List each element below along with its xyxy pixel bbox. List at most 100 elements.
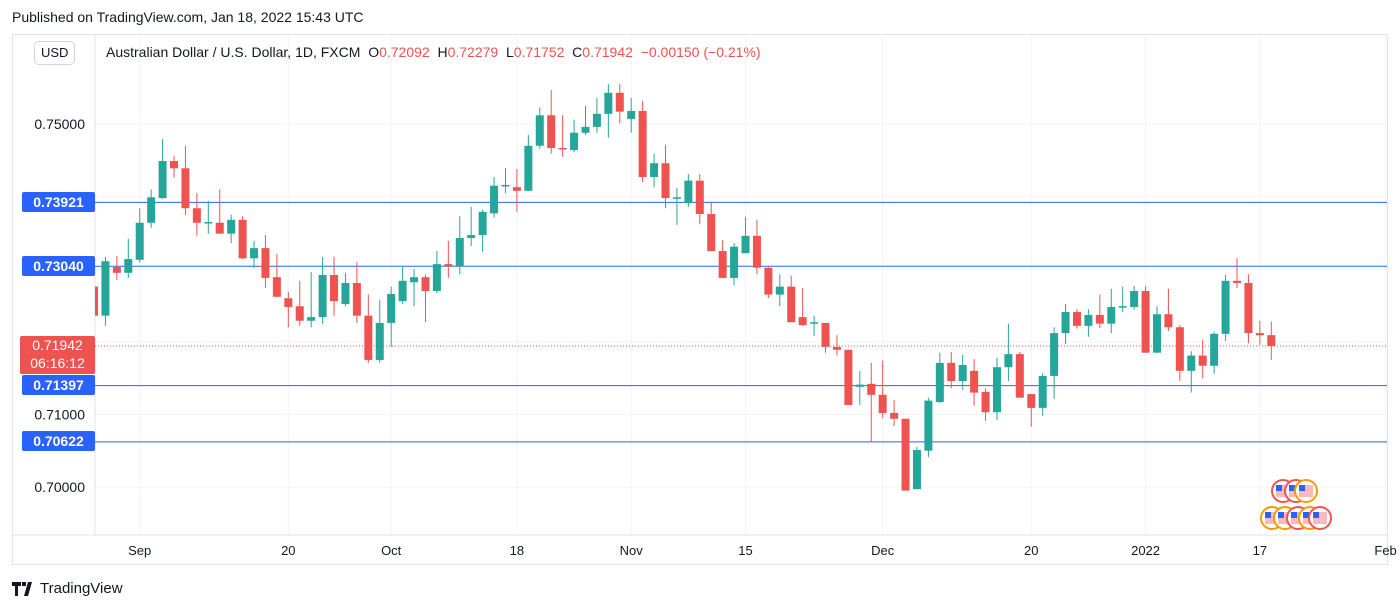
candle-body[interactable] <box>1061 312 1070 334</box>
candle-body[interactable] <box>1015 354 1024 398</box>
candle-body[interactable] <box>147 197 156 223</box>
candle-body[interactable] <box>90 286 98 316</box>
candle-body[interactable] <box>730 246 739 278</box>
candle-body[interactable] <box>615 92 624 112</box>
candle-body[interactable] <box>592 113 601 127</box>
candle-body[interactable] <box>1038 375 1047 408</box>
candle-body[interactable] <box>935 362 944 403</box>
candle-body[interactable] <box>684 180 693 204</box>
candle-body[interactable] <box>512 187 521 191</box>
candle-body[interactable] <box>901 418 910 491</box>
candle-body[interactable] <box>1233 280 1241 283</box>
candle-body[interactable] <box>501 184 510 187</box>
candle-body[interactable] <box>364 315 373 360</box>
candle-body[interactable] <box>330 275 339 302</box>
candle-body[interactable] <box>1141 290 1150 353</box>
candle-body[interactable] <box>455 237 464 267</box>
candle-body[interactable] <box>1027 394 1036 408</box>
candle-body[interactable] <box>524 145 533 191</box>
candle-body[interactable] <box>947 362 956 382</box>
candle-body[interactable] <box>1130 290 1139 307</box>
candle-body[interactable] <box>787 286 796 323</box>
candle-body[interactable] <box>410 277 419 283</box>
candle-body[interactable] <box>490 185 499 214</box>
candle-body[interactable] <box>341 282 350 305</box>
candle-body[interactable] <box>1187 355 1196 371</box>
candle-body[interactable] <box>352 282 361 316</box>
candle-body[interactable] <box>1267 335 1276 347</box>
candle-body[interactable] <box>604 92 613 114</box>
candle-body[interactable] <box>307 317 316 321</box>
candle-body[interactable] <box>421 277 430 291</box>
candle-body[interactable] <box>867 383 876 395</box>
candle-body[interactable] <box>855 384 864 387</box>
candle-body[interactable] <box>741 235 750 254</box>
candle-body[interactable] <box>970 370 979 393</box>
candle-body[interactable] <box>1152 314 1161 353</box>
candle-body[interactable] <box>387 293 396 323</box>
candle-body[interactable] <box>638 110 647 177</box>
candle-body[interactable] <box>558 147 567 150</box>
candle-body[interactable] <box>695 180 704 215</box>
candle-body[interactable] <box>1084 314 1093 326</box>
candle-body[interactable] <box>570 132 579 151</box>
candle-body[interactable] <box>981 391 990 413</box>
candle-body[interactable] <box>581 126 590 133</box>
candle-body[interactable] <box>798 317 807 326</box>
footer-logo[interactable]: TradingView <box>12 580 123 597</box>
candle-body[interactable] <box>432 264 441 291</box>
candle-body[interactable] <box>284 298 293 307</box>
candle-body[interactable] <box>204 222 213 224</box>
candle-body[interactable] <box>650 163 659 177</box>
candle-body[interactable] <box>1118 306 1127 308</box>
candle-body[interactable] <box>661 163 670 199</box>
candle-body[interactable] <box>764 267 773 295</box>
candle-body[interactable] <box>215 222 224 234</box>
candle-body[interactable] <box>844 349 853 405</box>
candle-body[interactable] <box>752 235 761 268</box>
candle-body[interactable] <box>1198 355 1207 366</box>
candle-body[interactable] <box>878 394 887 413</box>
candle-body[interactable] <box>627 110 636 119</box>
candle-body[interactable] <box>192 208 201 223</box>
candle-body[interactable] <box>1164 314 1173 328</box>
candle-body[interactable] <box>810 322 819 324</box>
candle-body[interactable] <box>101 261 110 316</box>
candle-body[interactable] <box>158 161 167 199</box>
candle-body[interactable] <box>1244 282 1253 334</box>
candle-body[interactable] <box>272 277 281 297</box>
candle-body[interactable] <box>992 367 1001 413</box>
candle-body[interactable] <box>181 168 190 209</box>
candle-body[interactable] <box>261 248 270 278</box>
candle-body[interactable] <box>912 449 921 490</box>
candle-body[interactable] <box>375 322 384 360</box>
candle-body[interactable] <box>924 400 933 451</box>
candle-body[interactable] <box>295 306 304 321</box>
candle-body[interactable] <box>718 251 727 278</box>
candle-body[interactable] <box>821 322 830 347</box>
candle-body[interactable] <box>124 259 133 273</box>
candle-body[interactable] <box>1095 314 1104 324</box>
candle-body[interactable] <box>890 412 899 419</box>
candle-body[interactable] <box>1072 312 1081 326</box>
candle-body[interactable] <box>238 219 247 259</box>
candle-body[interactable] <box>535 115 544 146</box>
candle-body[interactable] <box>1221 280 1230 334</box>
candle-body[interactable] <box>467 235 476 238</box>
candle-body[interactable] <box>478 211 487 236</box>
candle-body[interactable] <box>775 286 784 295</box>
candle-body[interactable] <box>135 222 144 260</box>
candle-body[interactable] <box>672 197 681 199</box>
candle-body[interactable] <box>1050 333 1059 376</box>
currency-button[interactable]: USD <box>34 41 76 65</box>
candle-body[interactable] <box>707 214 716 252</box>
candle-body[interactable] <box>1255 333 1264 336</box>
candle-body[interactable] <box>832 346 841 350</box>
candle-body[interactable] <box>318 275 327 318</box>
candle-body[interactable] <box>958 365 967 382</box>
candle-body[interactable] <box>112 267 121 273</box>
candle-body[interactable] <box>227 219 236 234</box>
candle-body[interactable] <box>250 248 259 259</box>
candle-body[interactable] <box>398 280 407 302</box>
